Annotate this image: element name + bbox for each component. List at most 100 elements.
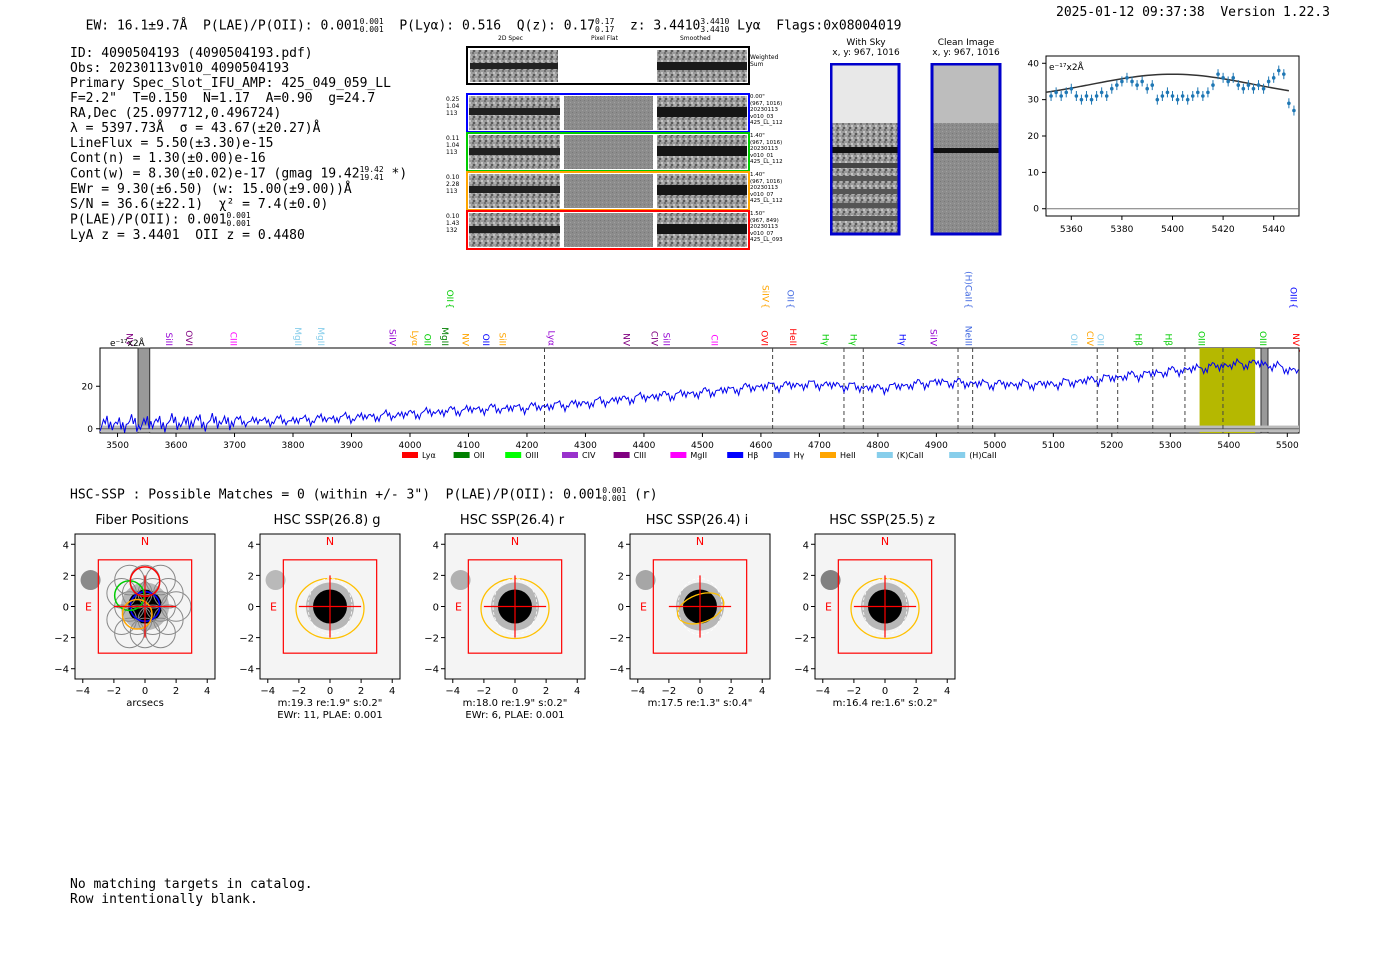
legend-swatch-7 bbox=[773, 452, 790, 458]
zoom-point-31 bbox=[1206, 90, 1210, 95]
zoom-point-15 bbox=[1125, 76, 1129, 80]
hsc-ytick-3-1: 2 bbox=[618, 571, 624, 582]
emission-line-brace-36: { bbox=[1287, 303, 1297, 309]
spectrum-xtick-10: 4500 bbox=[691, 441, 714, 451]
emission-line-label-29: OII bbox=[1068, 334, 1078, 346]
zoom-ytick-2: 20 bbox=[1028, 132, 1040, 142]
zoom-point-2 bbox=[1059, 94, 1063, 98]
spectrum-xtick-7: 4200 bbox=[516, 441, 539, 451]
legend-label-5: MgII bbox=[690, 451, 707, 460]
hsc-panel-1: HSC SSP(26.8) g N E −4 −2 0 2 4 4 2 0 −2 −4 m:19.3 re… bbox=[230, 510, 420, 730]
hsc-xtick-0-3: 2 bbox=[173, 686, 179, 697]
emission-line-label-33: Hβ bbox=[1163, 333, 1173, 346]
zoom-chart-unit: e⁻¹⁷x2Å bbox=[1049, 61, 1085, 73]
emission-line-label-10: OII bbox=[444, 290, 454, 302]
zoom-point-9 bbox=[1094, 94, 1099, 98]
zoom-ytick-3: 30 bbox=[1028, 96, 1040, 106]
emission-line-brace-21: { bbox=[784, 303, 794, 309]
emission-line-label-14: Lyα bbox=[546, 331, 556, 347]
east-label-4: E bbox=[825, 601, 832, 614]
emission-line-brace-20: { bbox=[760, 303, 770, 309]
emission-line-label-21: OII bbox=[784, 290, 794, 302]
hsc-xtick-3-4: 4 bbox=[759, 686, 765, 697]
hsc-panel-image-0: N E −4 −2 0 2 4 4 2 0 −2 −4 arcsecs bbox=[54, 533, 216, 709]
zoom-point-21 bbox=[1155, 97, 1160, 102]
east-label-2: E bbox=[455, 601, 462, 614]
emission-line-label-3: CIII bbox=[228, 332, 238, 346]
legend-swatch-2 bbox=[505, 452, 522, 458]
spectrum-mask-red bbox=[1260, 347, 1269, 434]
legend-swatch-1 bbox=[453, 452, 470, 458]
emission-line-label-9: MgII bbox=[439, 327, 449, 346]
spectrum-xtick-19: 5400 bbox=[1217, 441, 1240, 451]
hsc-ytick-0-1: 2 bbox=[63, 571, 69, 582]
fiber-green bbox=[113, 580, 145, 612]
legend-swatch-3 bbox=[562, 452, 578, 458]
north-label-1: N bbox=[326, 535, 334, 548]
spectrum-xtick-5: 4000 bbox=[399, 441, 422, 451]
emission-line-label-19: OVI bbox=[759, 330, 769, 346]
zoom-point-13 bbox=[1115, 83, 1119, 87]
hsc-xtick-1-4: 4 bbox=[389, 686, 395, 697]
emission-line-label-18: CII bbox=[708, 334, 718, 346]
hsc-ytick-1-0: 4 bbox=[248, 540, 254, 551]
hsc-box-3 bbox=[652, 559, 748, 654]
emission-line-label-35: OIII bbox=[1257, 331, 1267, 346]
zoom-point-41 bbox=[1256, 83, 1261, 87]
emission-line-label-25: Hγ bbox=[897, 334, 907, 347]
legend-label-9: (K)CaII bbox=[897, 451, 924, 460]
full-spectrum: NV{SiII{OVI{CIII{MgII{MgII{SiIV{Lyα{OII{… bbox=[82, 271, 1301, 460]
zoom-point-30 bbox=[1201, 94, 1205, 98]
hsc-xtick-0-0: −4 bbox=[75, 686, 90, 697]
fiber-circle-12 bbox=[145, 564, 176, 596]
zoom-point-5 bbox=[1074, 94, 1079, 98]
hsc-caption1-3: m:17.5 re:1.3" s:0.4" bbox=[648, 698, 753, 709]
zoom-ytick-4: 40 bbox=[1028, 59, 1040, 69]
spectrum-xtick-15: 5000 bbox=[983, 441, 1006, 451]
header-smoothed: Smoothed bbox=[680, 35, 711, 42]
emission-line-label-23: Hγ bbox=[819, 334, 829, 347]
cutout-right-label-2: 1.40" (967, 1016) 20230113 v010_07 425_L… bbox=[750, 172, 783, 204]
hsc-ytick-0-4: −4 bbox=[54, 665, 69, 676]
emission-line-brace-10: { bbox=[444, 303, 454, 309]
hsc-ytick-3-3: −2 bbox=[609, 634, 624, 645]
hsc-ytick-3-4: −4 bbox=[609, 665, 624, 676]
hsc-panel-0: Fiber Positions N E −4 −2 0 2 4 4 2 0 −2 −4 arcsecs bbox=[45, 510, 235, 730]
cutout-frame-3 bbox=[466, 210, 750, 250]
east-label-1: E bbox=[270, 601, 277, 614]
legend-swatch-5 bbox=[670, 452, 687, 458]
zoom-chart-frame bbox=[1045, 55, 1300, 217]
zoom-point-6 bbox=[1079, 97, 1084, 102]
spectrum-ytick-0: 0 bbox=[87, 425, 93, 435]
hsc-xtick-1-2: 0 bbox=[327, 686, 333, 697]
hsc-xtick-3-2: 0 bbox=[697, 686, 703, 697]
hsc-ytick-4-3: −2 bbox=[794, 634, 809, 645]
spectrum-frame bbox=[99, 347, 1300, 434]
header-2d-spec: 2D Spec bbox=[498, 35, 523, 42]
emission-line-label-4: MgII bbox=[292, 327, 302, 346]
hsc-panel-title-1: HSC SSP(26.8) g bbox=[273, 513, 381, 528]
zoom-xtick-4: 5440 bbox=[1262, 225, 1285, 235]
emission-line-brace-28: { bbox=[963, 303, 973, 309]
emission-line-label-28: (H)CaII bbox=[963, 271, 973, 302]
zoom-ytick-0: 0 bbox=[1033, 205, 1039, 215]
hsc-ytick-1-1: 2 bbox=[248, 571, 254, 582]
legend-label-8: HeII bbox=[840, 451, 856, 460]
legend-label-1: OII bbox=[474, 451, 485, 460]
legend-label-6: Hβ bbox=[747, 451, 758, 460]
zoom-point-36 bbox=[1231, 76, 1236, 80]
zoom-point-7 bbox=[1084, 94, 1089, 98]
spectrum-xtick-13: 4800 bbox=[866, 441, 889, 451]
spectrum-xtick-11: 4600 bbox=[749, 441, 772, 451]
cutout-left-label-3: 0.10 1.43 132 bbox=[446, 213, 460, 234]
hsc-caption1-1: m:19.3 re:1.9" s:0.2" bbox=[278, 698, 383, 709]
hsc-ytick-2-4: −4 bbox=[424, 665, 439, 676]
hsc-xtick-2-1: −2 bbox=[477, 686, 492, 697]
cutout-right-label-0: 0.00" (967, 1016) 20230113 v010_03 425_L… bbox=[750, 94, 783, 126]
zoom-point-27 bbox=[1185, 97, 1190, 102]
hsc-ytick-2-3: −2 bbox=[424, 634, 439, 645]
hsc-xtick-0-2: 0 bbox=[142, 686, 148, 697]
hsc-xtick-0-1: −2 bbox=[107, 686, 122, 697]
zoom-ytick-1: 10 bbox=[1028, 168, 1040, 178]
zoom-point-25 bbox=[1175, 97, 1180, 102]
